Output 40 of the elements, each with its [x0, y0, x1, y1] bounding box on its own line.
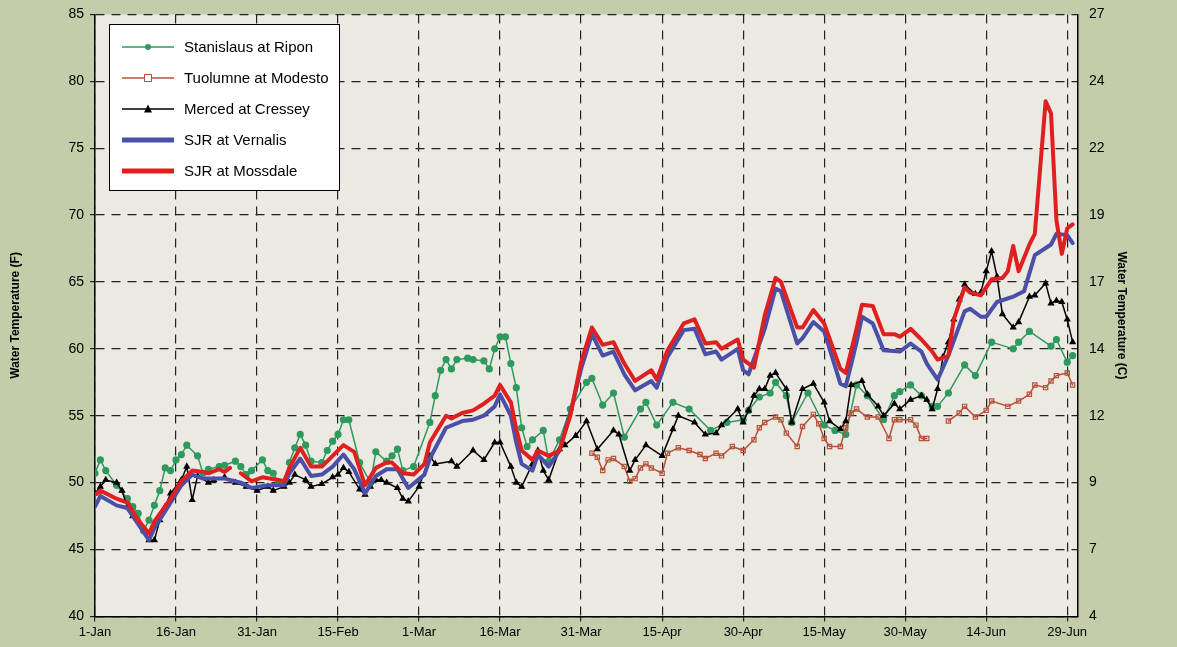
x-tick-label: 31-Mar: [560, 623, 603, 639]
x-tick-label: 1-Jan: [78, 623, 112, 639]
y-tick-label: 80: [68, 72, 85, 89]
y-tick-label: 50: [68, 473, 85, 490]
x-tick-label: 1-Mar: [402, 623, 437, 639]
y2-tick-label: 12: [1089, 406, 1105, 423]
y-tick-label: 45: [68, 540, 85, 557]
y-tick-label: 60: [68, 339, 85, 356]
x-tick-label: 15-Apr: [642, 623, 683, 639]
y2-tick-label: 22: [1089, 139, 1105, 156]
y-axis-title: Water Temperature (F): [7, 252, 22, 379]
x-tick-label: 30-Apr: [723, 623, 764, 639]
y2-tick-label: 27: [1089, 5, 1105, 22]
legend-label: Stanislaus at Ripon: [183, 38, 314, 56]
x-tick-label: 31-Jan: [237, 623, 277, 639]
y-tick-label: 55: [68, 406, 85, 423]
x-tick-label: 16-Jan: [156, 623, 196, 639]
legend-label: Merced at Cressey: [183, 100, 310, 118]
y-tick-label: 40: [68, 607, 85, 624]
y-tick-label: 85: [68, 5, 85, 22]
y2-tick-label: 14: [1089, 339, 1105, 356]
y2-axis-title: Water Temperature (C): [1115, 251, 1130, 380]
y2-tick-label: 4: [1089, 607, 1098, 624]
legend-label: SJR at Vernalis: [183, 131, 287, 149]
y-tick-label: 75: [68, 139, 85, 156]
y2-tick-label: 19: [1089, 205, 1105, 222]
x-tick-label: 30-May: [883, 623, 928, 639]
x-tick-label: 29-Jun: [1047, 623, 1088, 639]
x-tick-label: 16-Mar: [479, 623, 522, 639]
legend-label: Tuolumne at Modesto: [183, 69, 329, 87]
x-tick-label: 15-May: [802, 623, 847, 639]
y-tick-label: 70: [68, 205, 85, 222]
y2-tick-label: 9: [1089, 473, 1098, 490]
y2-tick-label: 24: [1089, 72, 1105, 89]
x-tick-label: 15-Feb: [317, 623, 359, 639]
legend-label: SJR at Mossdale: [183, 162, 298, 180]
y-tick-label: 65: [68, 272, 85, 289]
x-tick-label: 14-Jun: [966, 623, 1007, 639]
y2-tick-label: 17: [1089, 272, 1105, 289]
y2-tick-label: 7: [1089, 540, 1098, 557]
